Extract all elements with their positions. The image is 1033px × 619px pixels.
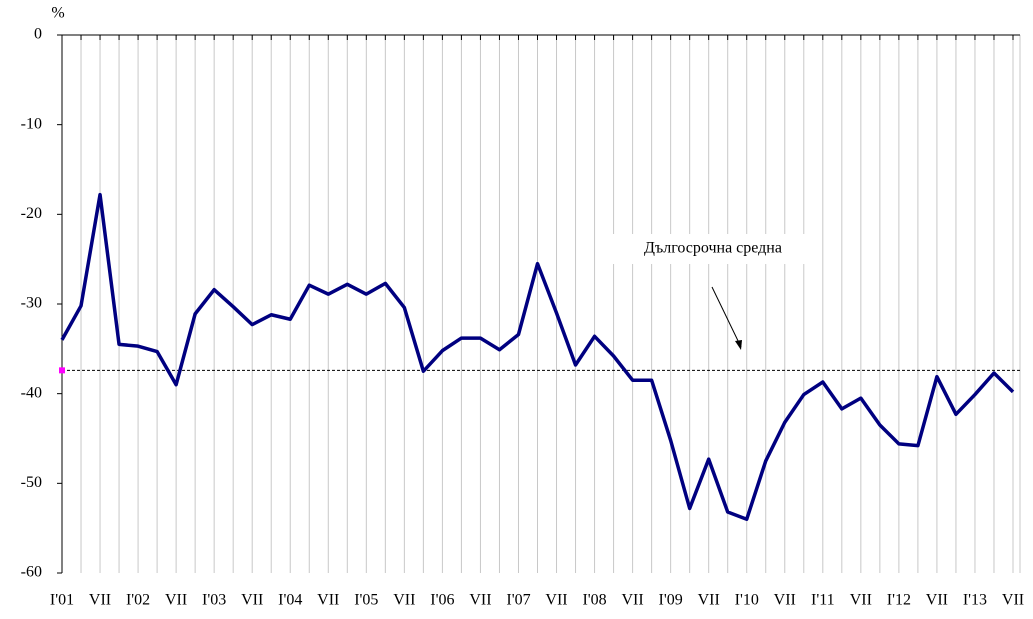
y-tick-label: -20 [21,205,42,222]
annotation-arrow [711,286,742,348]
x-tick-label: VII [1002,592,1024,609]
y-tick-label: -30 [21,295,42,312]
y-tick-label: -50 [21,474,42,491]
arrow-head [735,340,742,350]
x-tick-label: VII [241,592,263,609]
x-tick-label: I'07 [506,592,530,609]
x-tick-label: VII [926,592,948,609]
x-tick-label: I'05 [354,592,378,609]
x-tick-label: VII [850,592,872,609]
x-tick-label: I'09 [659,592,683,609]
x-tick-label: I'08 [582,592,606,609]
average-marker [59,367,65,374]
x-tick-label: I'12 [887,592,911,609]
x-tick-label: I'13 [963,592,987,609]
x-tick-label: VII [317,592,339,609]
x-tick-label: I'04 [278,592,302,609]
x-tick-label: VII [89,592,111,609]
y-tick-label: -10 [21,115,42,132]
y-tick-label: -40 [21,384,42,401]
annotation-bg [606,234,820,264]
x-tick-label: I'01 [50,592,74,609]
x-tick-label: I'10 [735,592,759,609]
x-tick-label: VII [545,592,567,609]
y-tick-label: 0 [34,26,42,43]
x-tick-label: VII [393,592,415,609]
x-tick-label: VII [698,592,720,609]
data-line [60,192,1015,521]
y-tick-label: -60 [21,564,42,581]
x-tick-label: I'11 [811,592,835,609]
x-tick-label: I'03 [202,592,226,609]
x-tick-label: VII [165,592,187,609]
x-tick-label: VII [621,592,643,609]
y-axis-unit: % [51,5,64,22]
x-tick-label: VII [469,592,491,609]
annotation: Дългосрочна средна [644,240,782,257]
x-tick-label: I'02 [126,592,150,609]
x-tick-label: VII [774,592,796,609]
x-tick-label: I'06 [430,592,454,609]
